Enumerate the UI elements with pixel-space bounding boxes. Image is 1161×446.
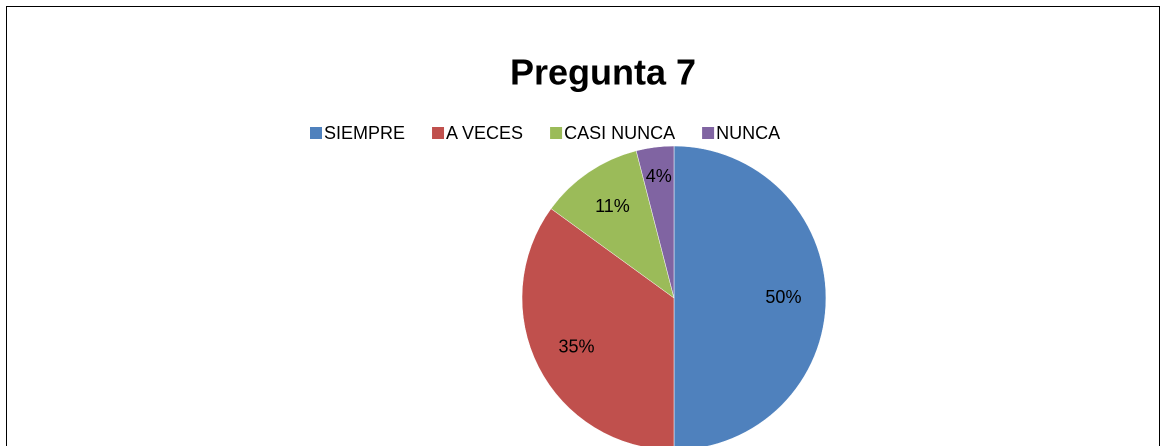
legend-label: SIEMPRE <box>324 123 405 143</box>
legend-swatch <box>550 127 563 139</box>
legend: SIEMPRE A VECES CASI NUNCA NUNCA <box>310 123 780 143</box>
pie-slice <box>550 150 675 299</box>
pie-slice <box>635 145 675 299</box>
legend-swatch <box>432 127 445 139</box>
data-label: 4% <box>646 166 672 186</box>
legend-swatch <box>310 127 322 139</box>
legend-label: CASI NUNCA <box>564 123 675 143</box>
pie <box>521 145 827 446</box>
pie-slice <box>673 145 827 446</box>
data-labels: 50% 35% 11% 4% <box>558 166 801 356</box>
legend-label: NUNCA <box>716 123 780 143</box>
data-label: 11% <box>595 196 630 216</box>
legend-label: A VECES <box>446 123 523 143</box>
data-label: 50% <box>765 287 801 307</box>
data-label: 35% <box>558 336 594 356</box>
pie-slice <box>521 208 675 446</box>
chart-title: Pregunta 7 <box>510 52 696 93</box>
legend-swatch <box>702 127 715 139</box>
